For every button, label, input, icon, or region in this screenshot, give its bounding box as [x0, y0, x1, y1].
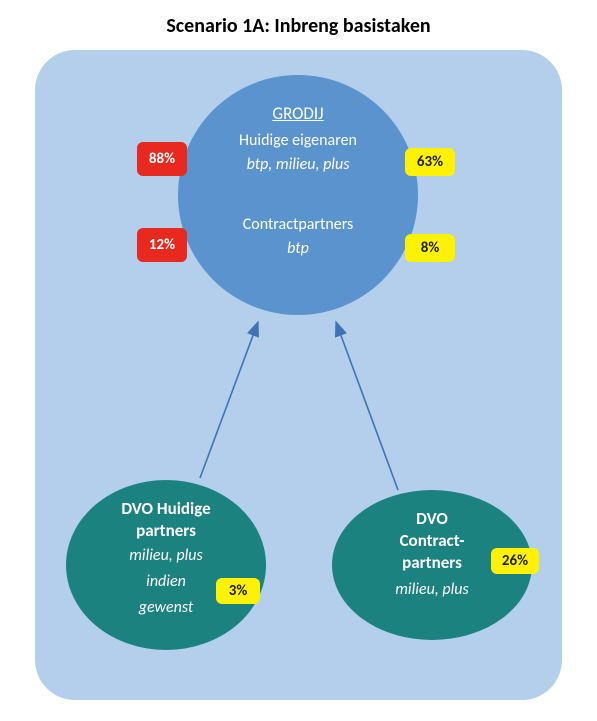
grodij-line1b: btp, milieu, plus — [178, 155, 418, 174]
badge-88-value: 88% — [149, 150, 175, 168]
grodij-line2b: btp — [178, 239, 418, 258]
badge-63: 63% — [405, 148, 455, 176]
badge-3: 3% — [216, 578, 260, 604]
dvo-huidige-line1: DVO Huidige — [66, 498, 266, 519]
main-circle-grodij: GRODIJ Huidige eigenaren btp, milieu, pl… — [178, 75, 418, 315]
badge-12-value: 12% — [149, 236, 175, 254]
dvo-contract-line1: DVO — [332, 508, 532, 529]
grodij-line2a: Contractpartners — [178, 215, 418, 234]
diagram-title: Scenario 1A: Inbreng basistaken — [0, 14, 597, 38]
badge-8: 8% — [405, 234, 455, 262]
grodij-line1a: Huidige eigenaren — [178, 131, 418, 150]
badge-26: 26% — [491, 548, 539, 574]
badge-26-value: 26% — [502, 552, 528, 570]
badge-88: 88% — [137, 142, 187, 176]
title-text: Scenario 1A: Inbreng basistaken — [166, 14, 430, 38]
badge-63-value: 63% — [417, 153, 443, 171]
badge-8-value: 8% — [421, 239, 440, 257]
badge-12: 12% — [137, 228, 187, 262]
dvo-huidige-line2: partners — [66, 520, 266, 541]
grodij-title: GRODIJ — [178, 103, 418, 124]
dvo-contract-line4: milieu, plus — [332, 580, 532, 599]
dvo-huidige-line3: milieu, plus — [66, 546, 266, 565]
ellipse-dvo-huidige: DVO Huidige partners milieu, plus indien… — [66, 480, 266, 650]
badge-3-value: 3% — [229, 582, 248, 600]
